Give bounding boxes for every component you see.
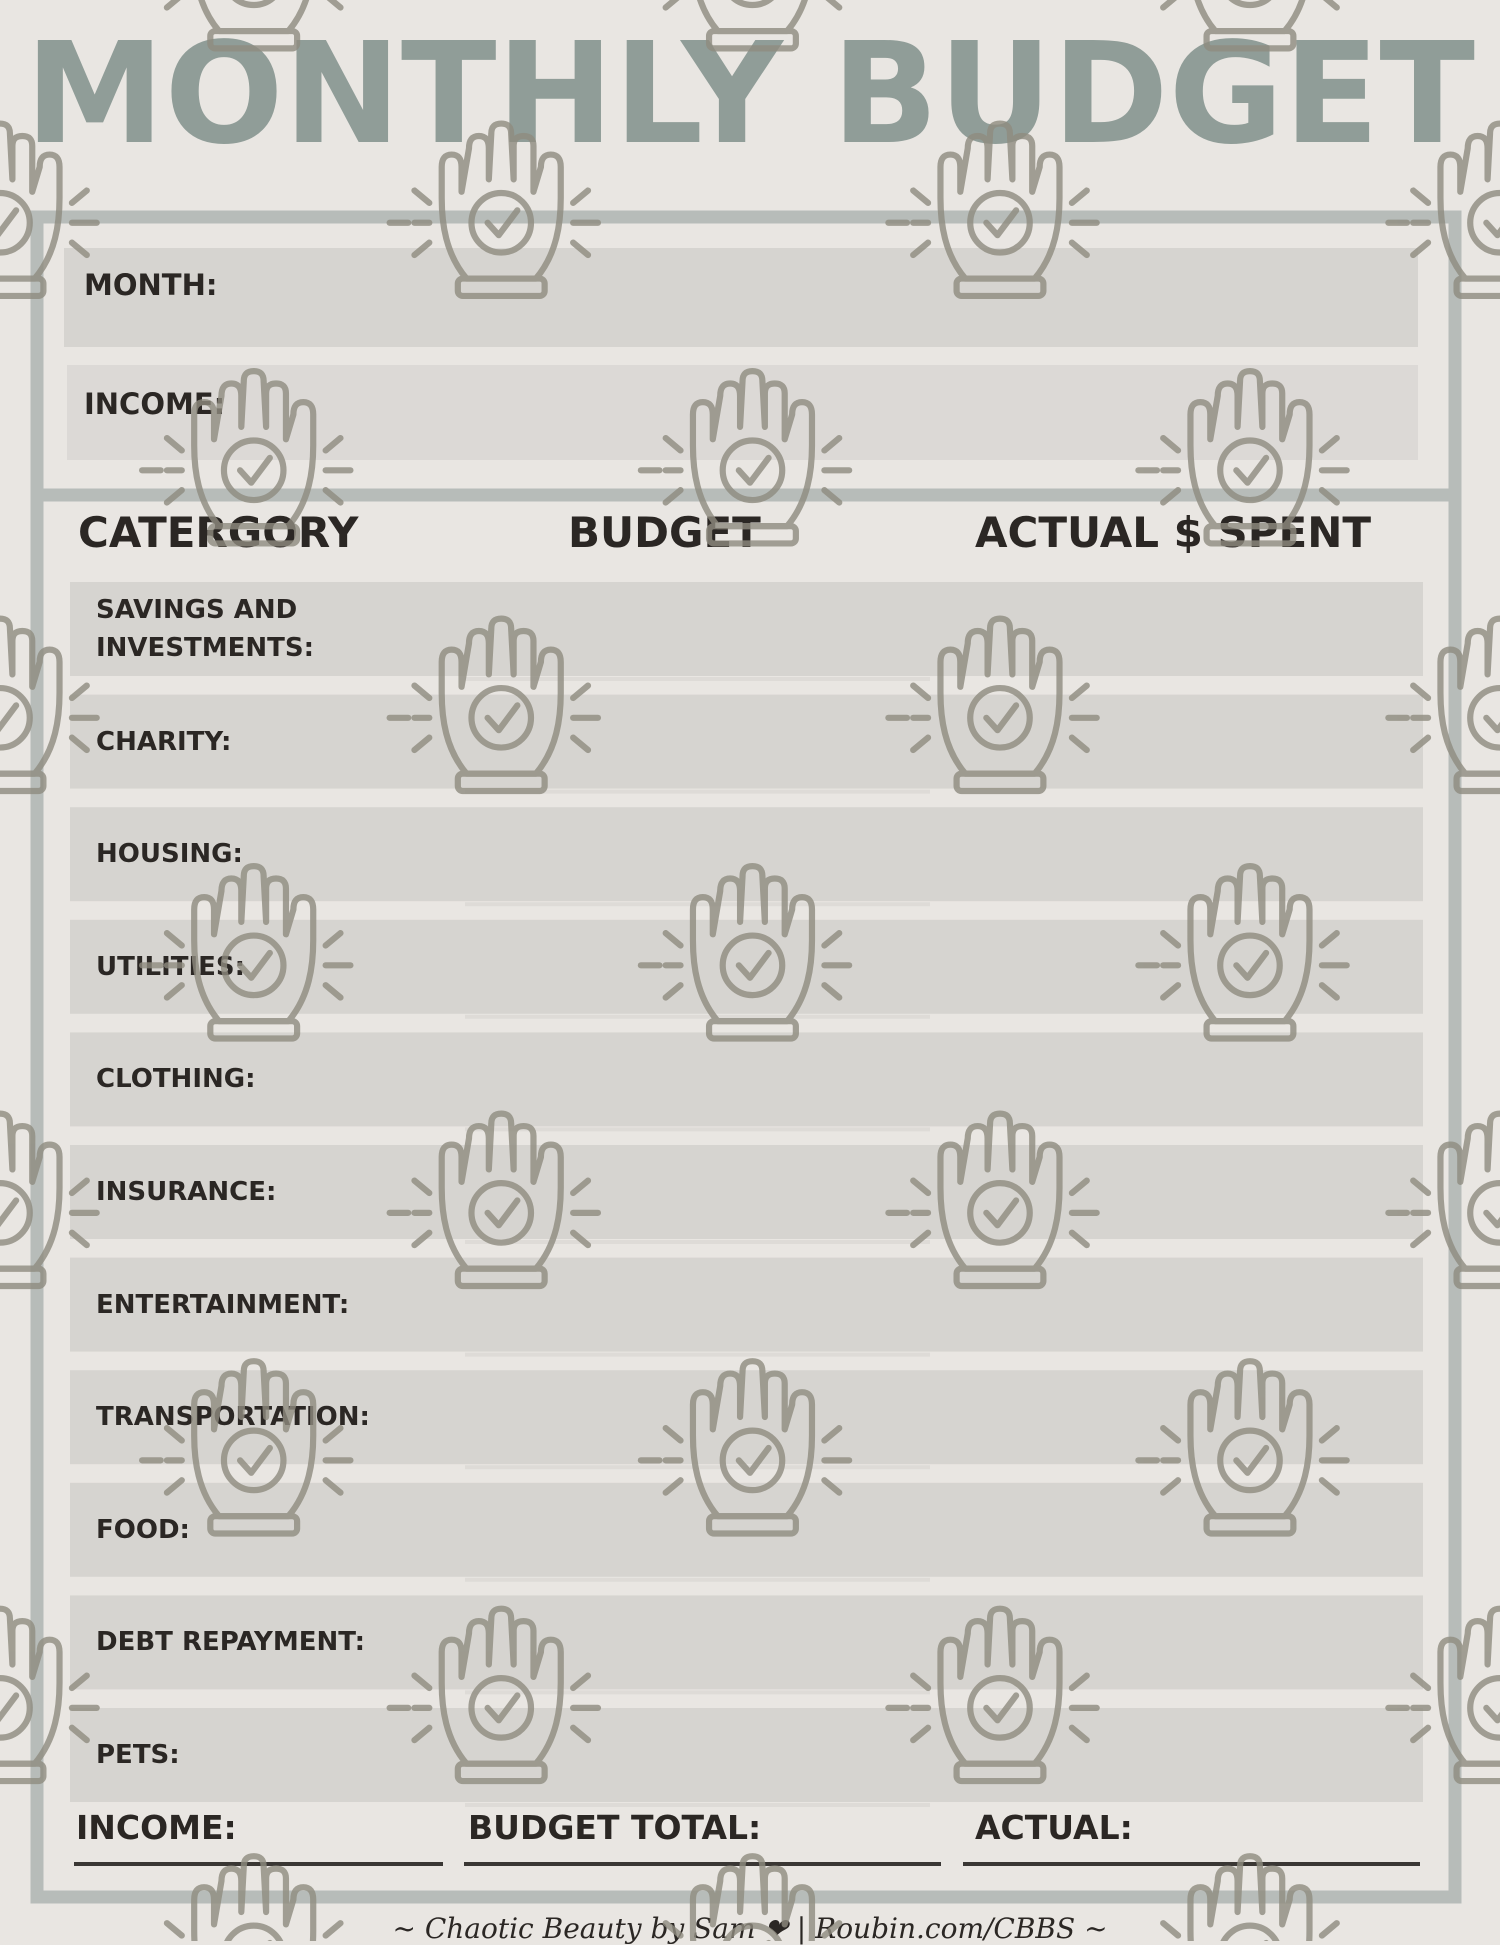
category-label: PETS: [96, 1740, 180, 1770]
column-header: BUDGET [568, 508, 761, 557]
category-label: HOUSING: [96, 839, 243, 870]
month-box [64, 248, 1418, 347]
month-label: MONTH: [84, 268, 218, 302]
total-label: BUDGET TOTAL: [468, 1808, 762, 1847]
total-label: ACTUAL: [975, 1808, 1133, 1847]
category-label: CLOTHING: [96, 1064, 256, 1095]
column-header: ACTUAL $ SPENT [975, 508, 1372, 557]
category-label: TRANSPORTATION: [96, 1402, 370, 1433]
row-box [70, 1708, 1423, 1802]
footer: ~ Chaotic Beauty by Sam ❤ | Roubin.com/C… [392, 1912, 1108, 1945]
category-label: SAVINGS AND INVESTMENTS: [96, 595, 315, 663]
income-label: INCOME: [84, 387, 226, 421]
category-label: INSURANCE: [96, 1177, 277, 1207]
row-box [70, 694, 1423, 789]
total-label: INCOME: [76, 1808, 237, 1847]
row-box [70, 1257, 1423, 1352]
category-label: ENTERTAINMENT: [96, 1289, 350, 1320]
row-box [70, 1032, 1423, 1127]
category-label: UTILITIES: [96, 951, 246, 982]
row-box [70, 1145, 1423, 1239]
column-header: CATERGORY [78, 508, 359, 557]
row-box [70, 582, 1423, 676]
category-label: DEBT REPAYMENT: [96, 1627, 365, 1658]
category-label: FOOD: [96, 1514, 190, 1545]
category-label: CHARITY: [96, 726, 232, 757]
income-box [67, 365, 1418, 460]
title: MONTHLY BUDGET [25, 13, 1475, 176]
row-box [70, 1595, 1423, 1690]
